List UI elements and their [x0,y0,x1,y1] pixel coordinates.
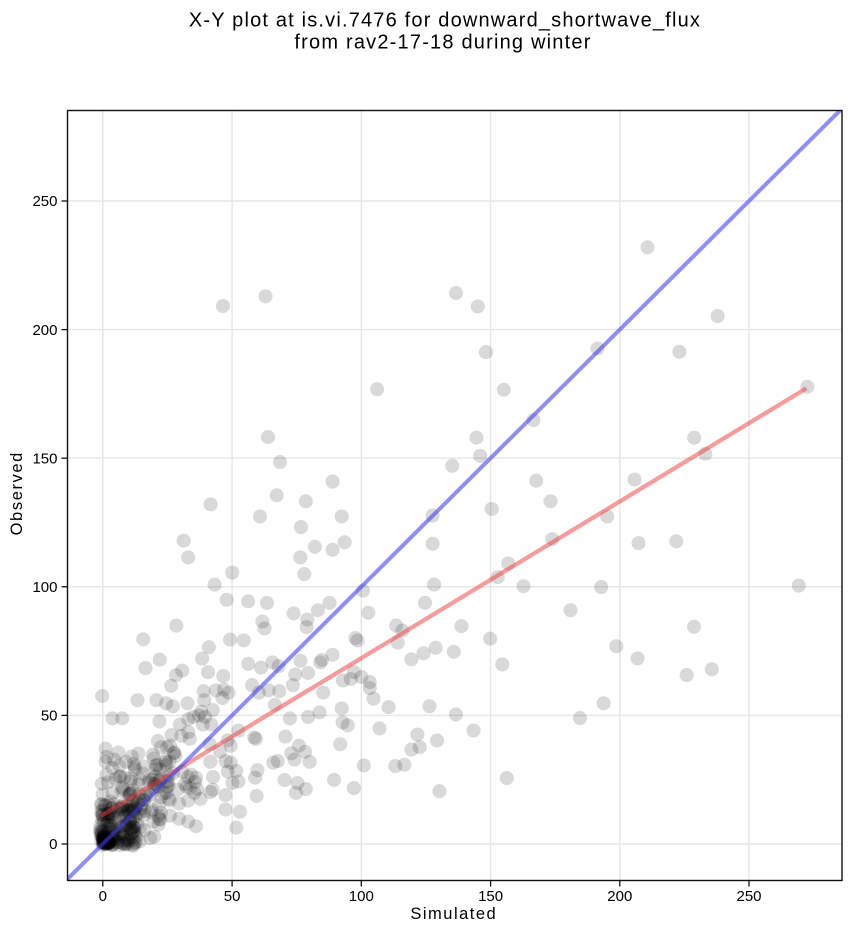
svg-text:150: 150 [478,888,503,905]
svg-text:200: 200 [32,322,57,339]
svg-text:X-Y plot at is.vi.7476 for dow: X-Y plot at is.vi.7476 for downward_shor… [189,9,701,31]
svg-text:150: 150 [32,450,57,467]
svg-text:250: 250 [32,193,57,210]
svg-text:100: 100 [349,888,374,905]
svg-text:Simulated: Simulated [410,905,497,923]
svg-text:0: 0 [99,888,107,905]
svg-text:250: 250 [736,888,761,905]
svg-text:100: 100 [32,579,57,596]
svg-text:from rav2-17-18 during winter: from rav2-17-18 during winter [294,32,591,54]
svg-text:50: 50 [224,888,241,905]
svg-text:200: 200 [607,888,632,905]
svg-text:50: 50 [41,708,58,725]
svg-text:Observed: Observed [8,451,26,535]
svg-text:0: 0 [49,836,57,853]
